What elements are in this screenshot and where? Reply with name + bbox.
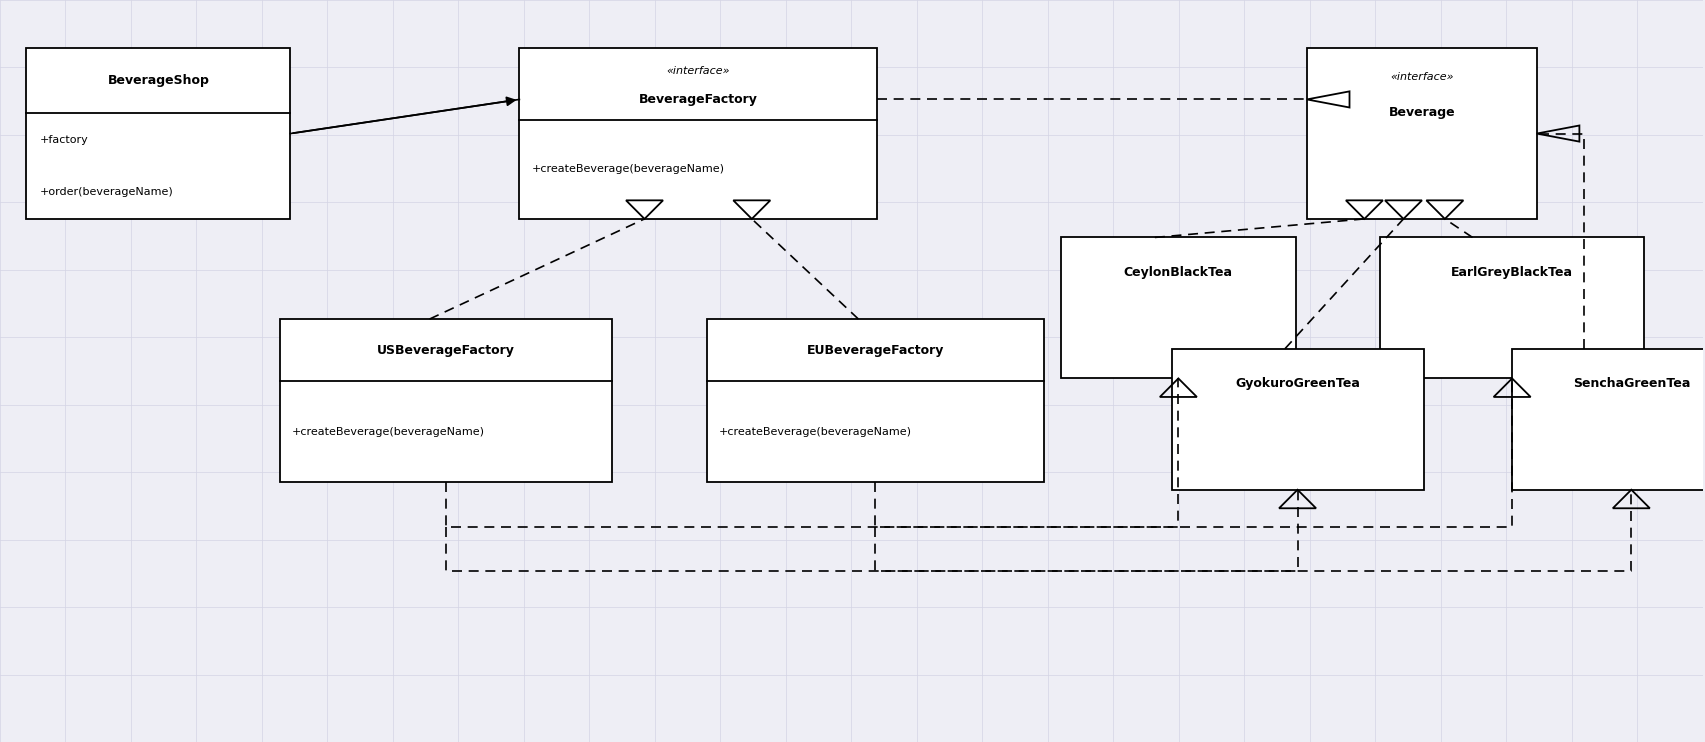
Text: EUBeverageFactory: EUBeverageFactory (806, 344, 943, 357)
Bar (1171, 349, 1422, 490)
Text: +order(beverageName): +order(beverageName) (39, 188, 174, 197)
Text: +factory: +factory (39, 134, 89, 145)
Text: +createBeverage(beverageName): +createBeverage(beverageName) (718, 427, 910, 437)
Text: EarlGreyBlackTea: EarlGreyBlackTea (1451, 266, 1572, 279)
Text: «interface»: «interface» (1390, 72, 1453, 82)
Bar (706, 319, 1043, 482)
Text: «interface»: «interface» (667, 66, 730, 76)
Text: CeylonBlackTea: CeylonBlackTea (1124, 266, 1233, 279)
Bar (518, 48, 876, 219)
Text: +createBeverage(beverageName): +createBeverage(beverageName) (530, 165, 725, 174)
Bar (280, 319, 612, 482)
Bar (26, 48, 290, 219)
Text: BeverageFactory: BeverageFactory (638, 93, 757, 106)
Bar (1061, 237, 1296, 378)
Text: SenchaGreenTea: SenchaGreenTea (1572, 378, 1690, 390)
Bar (1306, 48, 1536, 219)
Bar (1379, 237, 1644, 378)
Bar (1511, 349, 1705, 490)
Text: +createBeverage(beverageName): +createBeverage(beverageName) (292, 427, 484, 437)
Text: Beverage: Beverage (1388, 105, 1454, 119)
Text: USBeverageFactory: USBeverageFactory (377, 344, 515, 357)
Text: GyokuroGreenTea: GyokuroGreenTea (1234, 378, 1359, 390)
Text: BeverageShop: BeverageShop (107, 74, 210, 87)
